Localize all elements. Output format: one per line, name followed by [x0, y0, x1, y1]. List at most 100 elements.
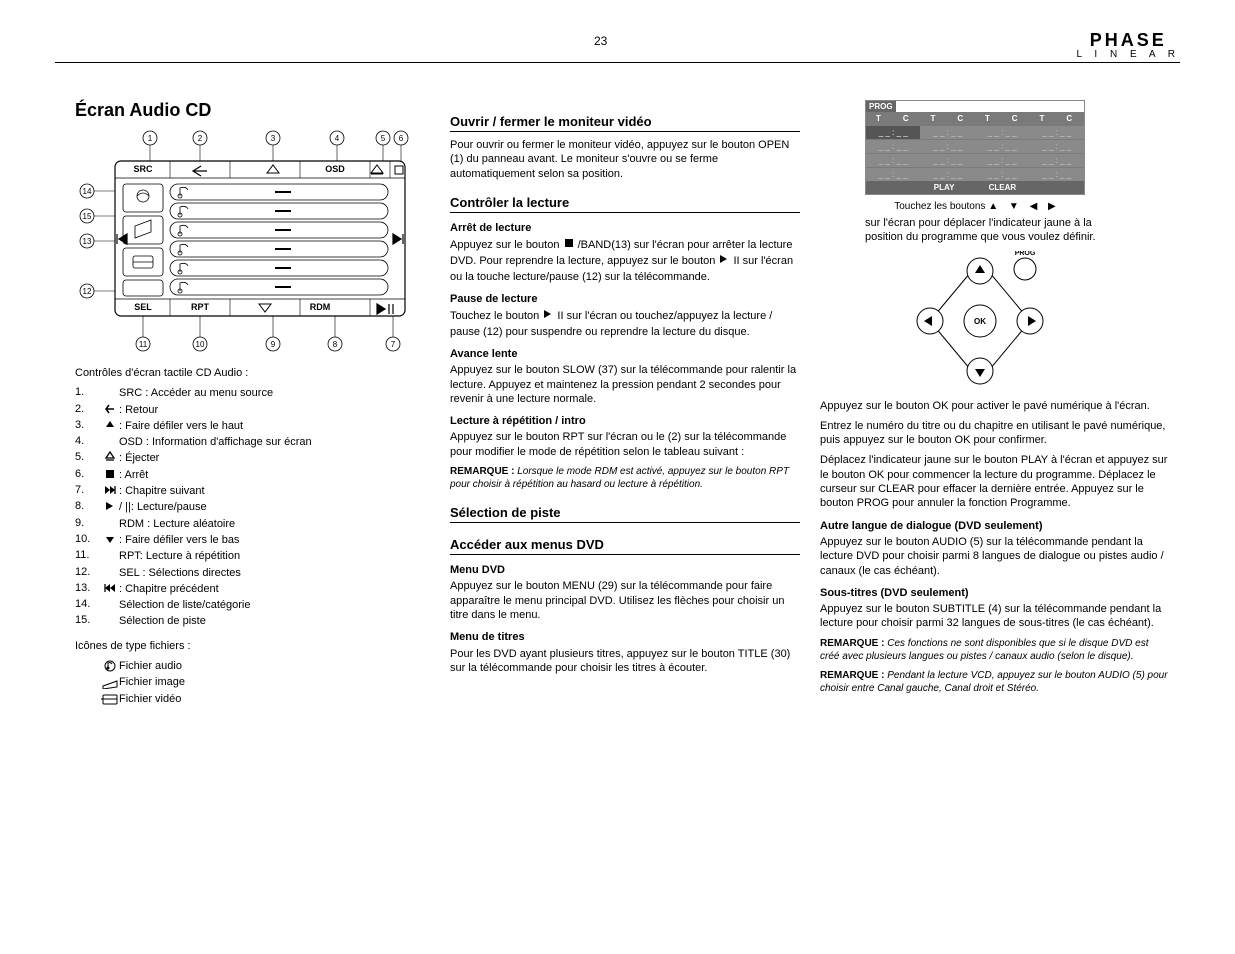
- control-item: 12.SEL : Sélections directes: [75, 566, 425, 580]
- prog-cell: _ _ : _ _: [866, 140, 920, 154]
- control-item: 13.: Chapitre précédent: [75, 582, 425, 596]
- svg-text:1: 1: [148, 134, 153, 143]
- svg-text:4: 4: [335, 134, 340, 143]
- svg-text:OSD: OSD: [325, 164, 345, 174]
- svg-text:SRC: SRC: [133, 164, 153, 174]
- body-text: Menu DVD: [450, 563, 800, 577]
- dpad-ok: OK: [974, 317, 986, 326]
- control-text: : Retour: [119, 403, 425, 417]
- prog-cell: _ _ : _ _: [975, 126, 1029, 140]
- column-1: Écran Audio CD 123456 14151312: [75, 100, 425, 708]
- filetype-text: Fichier vidéo: [119, 692, 425, 706]
- svg-text:6: 6: [399, 134, 404, 143]
- control-number: 5.: [75, 451, 101, 463]
- back-icon: [101, 403, 119, 415]
- prog-table: PROG TCTCTCTC _ _ : _ __ _ : _ __ _ : _ …: [865, 100, 1085, 195]
- filetype-item: Fichier vidéo: [75, 692, 425, 706]
- control-number: 13.: [75, 582, 101, 594]
- control-text: SRC : Accéder au menu source: [119, 386, 425, 400]
- prog-col: T: [975, 112, 1000, 126]
- control-text: RPT: Lecture à répétition: [119, 549, 425, 563]
- cd-panel-diagram: 123456 14151312 SRC OSD: [75, 126, 420, 356]
- control-item: 7. : Chapitre suivant: [75, 484, 425, 498]
- svg-text:2: 2: [198, 134, 203, 143]
- arrow-instruction: Touchez les boutons ▲ ▼ ◀ ▶: [865, 201, 1085, 212]
- control-number: 11.: [75, 549, 101, 561]
- prog-col: C: [891, 112, 921, 126]
- control-text: : Chapitre suivant: [119, 484, 425, 498]
- svg-text:9: 9: [271, 340, 276, 349]
- down-icon: [101, 533, 119, 545]
- prog-header: PROG: [866, 101, 896, 112]
- prog-col: C: [945, 112, 975, 126]
- brand-logo: PHASE L I N E A R: [1076, 30, 1180, 60]
- control-item: 10.: Faire défiler vers le bas: [75, 533, 425, 547]
- filetype-heading: Icônes de type fichiers :: [75, 639, 425, 653]
- prog-col: T: [1029, 112, 1054, 126]
- column-3: PROG TCTCTCTC _ _ : _ __ _ : _ __ _ : _ …: [820, 100, 1170, 701]
- svg-text:12: 12: [83, 287, 92, 296]
- filetype-item: Fichier audio: [75, 659, 425, 673]
- prog-clear: CLEAR: [989, 183, 1017, 192]
- control-item: 8. / ||: Lecture/pause: [75, 500, 425, 514]
- filetype-list: Fichier audio Fichier image Fichier vidéo: [75, 659, 425, 706]
- control-item: 5. : Éjecter: [75, 451, 425, 465]
- control-text: : Arrêt: [119, 468, 425, 482]
- brand-line1: PHASE: [1076, 30, 1180, 51]
- body-text: Appuyez sur le bouton SLOW (37) sur la t…: [450, 363, 800, 406]
- prog-col: T: [866, 112, 891, 126]
- control-number: 1.: [75, 386, 101, 398]
- prog-cell: _ _ : _ _: [920, 126, 974, 140]
- play-icon: [101, 500, 119, 512]
- dpad-prog: PROG: [1015, 251, 1036, 257]
- note: REMARQUE : Lorsque le mode RDM est activ…: [450, 465, 800, 491]
- prog-cell: _ _ : _ _: [866, 126, 920, 140]
- control-number: 8.: [75, 500, 101, 512]
- control-item: 3.: Faire défiler vers le haut: [75, 419, 425, 433]
- body-text: Appuyez sur le bouton AUDIO (5) sur la t…: [820, 535, 1170, 578]
- prog-cell: _ _ : _ _: [1029, 154, 1084, 168]
- control-item: 14.Sélection de liste/catégorie: [75, 598, 425, 612]
- svg-text:7: 7: [391, 340, 396, 349]
- body-text: Appuyez sur le bouton SUBTITLE (4) sur l…: [820, 602, 1170, 631]
- section-heading: Contrôler la lecture: [450, 195, 800, 213]
- right-icon: ▶: [1048, 201, 1056, 212]
- control-number: 2.: [75, 403, 101, 415]
- up-icon: [101, 419, 119, 431]
- prev-icon: [101, 582, 119, 594]
- col3-notes: REMARQUE : Ces fonctions ne sont disponi…: [820, 637, 1170, 695]
- filetype-text: Fichier image: [119, 675, 425, 689]
- control-number: 7.: [75, 484, 101, 496]
- control-text: Sélection de piste: [119, 614, 425, 628]
- control-text: : Éjecter: [119, 451, 425, 465]
- section-heading: Accéder aux menus DVD: [450, 537, 800, 555]
- body-text: Autre langue de dialogue (DVD seulement): [820, 519, 1170, 533]
- body-text: Entrez le numéro du titre ou du chapitre…: [820, 419, 1170, 448]
- left-icon: ◀: [1030, 201, 1038, 212]
- body-text: Appuyez sur le bouton /BAND(13) sur l'éc…: [450, 237, 800, 284]
- prog-cell: _ _ : _ _: [975, 168, 1029, 182]
- note: REMARQUE : Ces fonctions ne sont disponi…: [820, 637, 1170, 663]
- body-text: Appuyez sur le bouton RPT sur l'écran ou…: [450, 430, 800, 459]
- controls-list: 1. SRC : Accéder au menu source 2. : Retour…: [75, 386, 425, 628]
- prog-cell: _ _ : _ _: [920, 168, 974, 182]
- column-2: Ouvrir / fermer le moniteur vidéoPour ou…: [450, 100, 800, 681]
- control-item: 2. : Retour: [75, 403, 425, 417]
- control-number: 3.: [75, 419, 101, 431]
- control-text: OSD : Information d'affichage sur écran: [119, 435, 425, 449]
- control-text: / ||: Lecture/pause: [119, 500, 425, 514]
- video-icon: [101, 692, 119, 706]
- control-item: 4.OSD : Information d'affichage sur écra…: [75, 435, 425, 449]
- note: REMARQUE : Pendant la lecture VCD, appuy…: [820, 669, 1170, 695]
- svg-text:RDM: RDM: [310, 302, 331, 312]
- prog-col: C: [1000, 112, 1030, 126]
- svg-text:15: 15: [83, 212, 92, 221]
- stop-icon: [101, 468, 119, 480]
- music-icon: [101, 659, 119, 673]
- prog-cell: _ _ : _ _: [866, 154, 920, 168]
- svg-text:RPT: RPT: [191, 302, 210, 312]
- controls-heading: Contrôles d'écran tactile CD Audio :: [75, 366, 425, 380]
- control-text: SEL : Sélections directes: [119, 566, 425, 580]
- control-number: 9.: [75, 517, 101, 529]
- prog-cell: _ _ : _ _: [1029, 168, 1084, 182]
